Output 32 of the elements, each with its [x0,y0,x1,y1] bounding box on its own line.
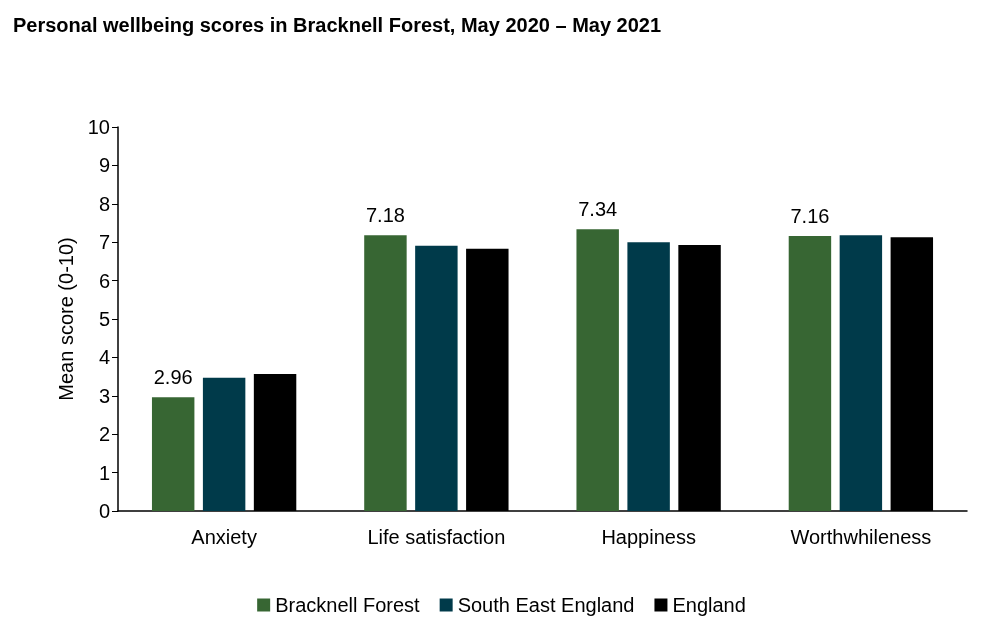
y-tick-label: 7 [98,231,110,254]
data-label: 7.34 [578,198,618,221]
y-tick-label: 3 [98,384,110,407]
data-label: 7.18 [365,204,405,227]
x-tick-label: Happiness [601,526,696,548]
y-tick-label: 4 [98,346,110,369]
chart-title: Personal wellbeing scores in Bracknell Forest, May 2020 – May 2021 [13,14,662,36]
bar [202,377,246,511]
bar [576,229,619,511]
y-axis-title: Mean score (0-10) [55,237,77,401]
data-label: 2.96 [153,366,193,389]
y-tick-label: 10 [87,116,110,138]
y-tick-label: 6 [98,269,110,292]
bar [151,397,195,511]
legend-label: South East England [457,594,635,616]
data-label: 7.16 [790,205,830,228]
legend-label: Bracknell Forest [275,594,421,616]
bar [839,235,883,511]
bar [788,236,832,511]
bar [364,235,407,511]
y-tick-label: 0 [98,500,110,522]
legend-label: England [672,594,746,616]
x-tick-label: Anxiety [191,526,257,548]
y-tick-label: 9 [98,154,110,177]
y-tick-label: 8 [98,192,110,215]
y-tick-label: 2 [98,423,110,446]
x-tick-label: Life satisfaction [367,526,506,548]
y-tick-label: 5 [98,308,110,330]
y-tick-label: 1 [98,461,110,484]
bar [415,245,458,511]
bar [627,242,670,511]
x-tick-label: Worthwhileness [790,526,932,548]
